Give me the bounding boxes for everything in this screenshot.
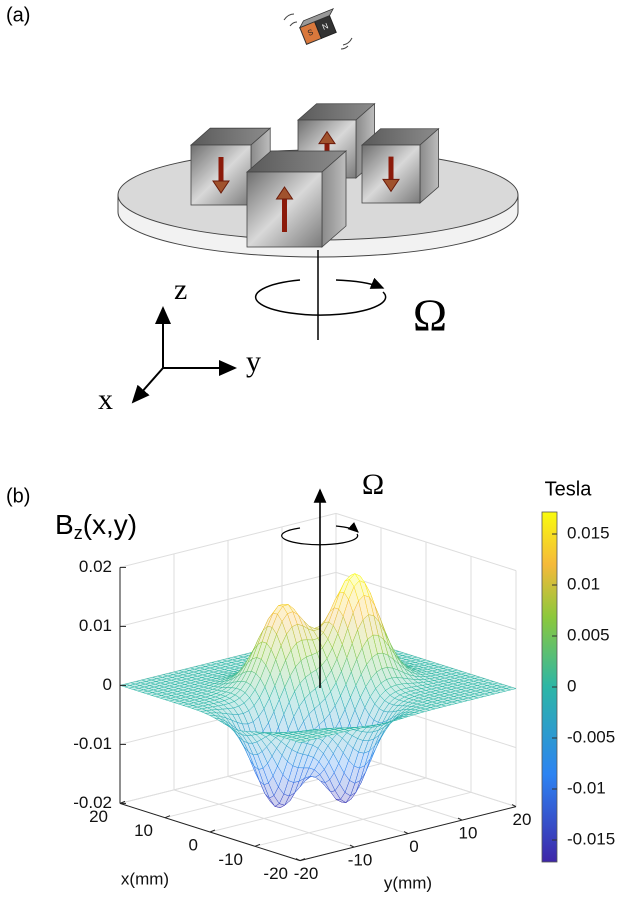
tick-mark <box>254 843 261 847</box>
z-title-sub: z <box>74 523 83 543</box>
y-tick-label: -20 <box>294 864 319 883</box>
colorbar-tick-label: 0.015 <box>567 523 610 542</box>
y-tick-label: 20 <box>513 810 532 829</box>
colorbar-ticks: 0.015 0.01 0.005 0 -0.005 -0.01 -0.015 <box>552 523 615 848</box>
colorbar-title: Tesla <box>545 478 593 500</box>
colorbar-tick-label: 0.005 <box>567 625 610 644</box>
grid-line <box>173 789 355 848</box>
tick-mark <box>403 831 409 835</box>
y-tick-label: 0 <box>409 837 418 856</box>
z-axis-title: Bz(x,y) <box>55 509 137 542</box>
x-tick-label: -10 <box>218 850 243 869</box>
y-tick-label: -10 <box>348 851 373 870</box>
tick-mark <box>164 815 171 819</box>
coordinate-axes <box>131 306 237 404</box>
magnet-wiggles <box>283 13 353 50</box>
panel-label: (b) <box>6 485 30 507</box>
y-axis-title: y(mm) <box>384 873 432 892</box>
magnet-south: S <box>306 27 314 37</box>
moment-arrow-head <box>275 186 294 200</box>
magnet-north: N <box>321 21 330 32</box>
rotation-loop <box>335 522 359 533</box>
z-tick-label: 0.01 <box>79 616 112 635</box>
tick-mark <box>299 858 306 862</box>
moment-arrow-head <box>382 178 400 193</box>
moment-arrow-head <box>318 130 336 145</box>
axis-x-label: x <box>98 383 113 416</box>
z-tick-label: 0.02 <box>79 557 112 576</box>
z-tick-label: 0 <box>103 675 112 694</box>
tick-mark <box>119 800 126 804</box>
rotation-axis <box>254 250 387 340</box>
x-tick-label: -20 <box>263 864 288 883</box>
colorbar-tick-label: 0.01 <box>567 574 600 593</box>
rotation-symbol: Ω <box>413 290 447 341</box>
moment-arrow-head <box>212 180 230 194</box>
grid-line <box>227 775 409 835</box>
y-tick-label: 10 <box>459 824 478 843</box>
rotation-loop <box>281 527 359 546</box>
cubes <box>189 102 440 248</box>
x-axis-title: x(mm) <box>121 869 169 888</box>
x-tick-label: 20 <box>89 807 108 826</box>
colorbar-tick-label: -0.005 <box>567 727 615 746</box>
panel-label: (a) <box>6 4 30 26</box>
tick-mark <box>209 829 216 833</box>
x-tick-label: 0 <box>189 835 198 854</box>
colorbar-tick-label: 0 <box>567 676 576 695</box>
tick-mark <box>511 804 517 808</box>
tick-mark <box>295 858 301 862</box>
axis-z-label: z <box>174 273 187 306</box>
x-tick-label: 10 <box>134 821 153 840</box>
tick-mark <box>457 817 463 821</box>
colorbar-tick-label: -0.015 <box>567 829 615 848</box>
rotation-symbol: Ω <box>362 468 384 501</box>
z-tick-label: -0.02 <box>73 793 112 812</box>
z-tick-label: -0.01 <box>73 734 112 753</box>
magnet: S N <box>298 7 337 45</box>
tick-mark <box>349 844 355 848</box>
surface-cell <box>294 739 307 743</box>
z-title-args: (x,y) <box>83 509 137 540</box>
z-title-main: B <box>55 509 74 540</box>
axis-y-label: y <box>246 345 261 378</box>
colorbar-tick-label: -0.01 <box>567 778 606 797</box>
